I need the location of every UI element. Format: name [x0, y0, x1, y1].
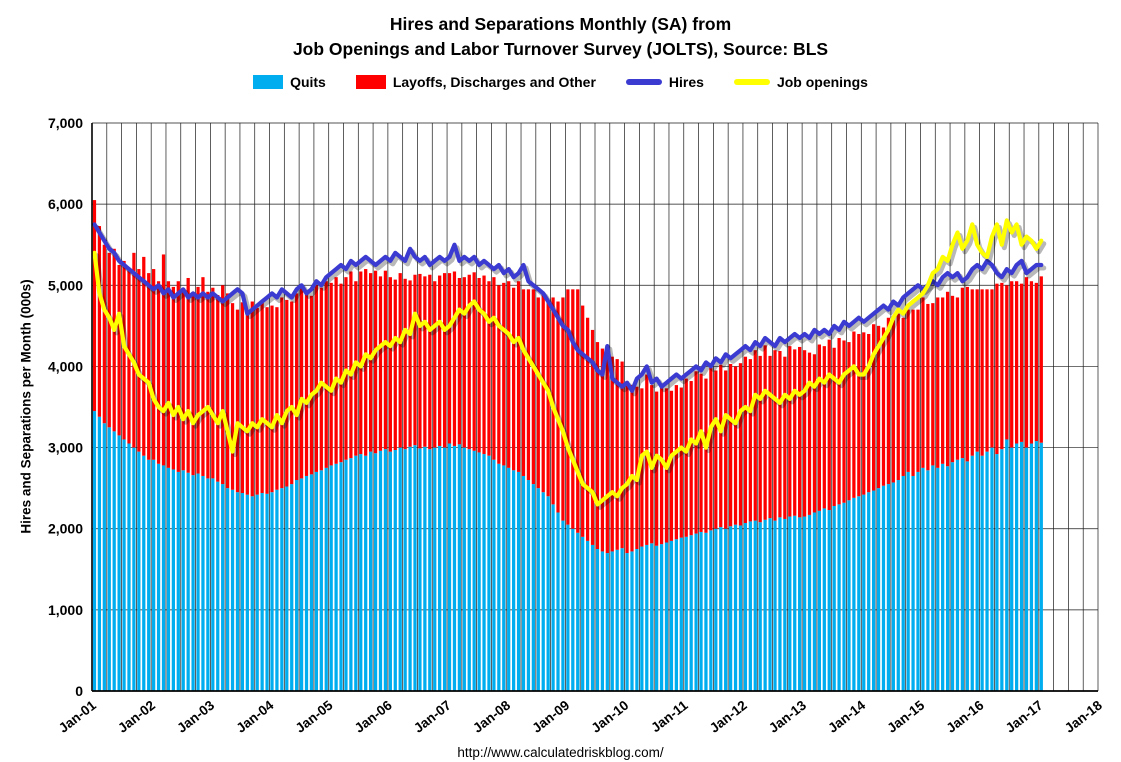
hires-line	[92, 222, 1044, 393]
y-axis-title: Hires and Separations per Month (000s)	[18, 279, 34, 534]
x-tick-label: Jan-08	[470, 697, 513, 735]
x-tick-label: Jan-01	[56, 697, 99, 735]
x-tick-label: Jan-03	[174, 697, 217, 735]
legend: Quits Layoffs, Discharges and Other Hire…	[0, 71, 1121, 93]
x-tick-label: Jan-10	[588, 698, 631, 736]
x-tick-label: Jan-04	[233, 697, 276, 735]
legend-item-layoffs: Layoffs, Discharges and Other	[355, 74, 596, 90]
x-tick-label: Jan-07	[411, 698, 454, 736]
chart-canvas: 0 1,000 2,000 3,000 4,000 5,000 6,000 7,000 Jan-…	[48, 115, 1105, 736]
legend-label-quits: Quits	[290, 74, 326, 90]
y-tick-label: 0	[75, 683, 83, 699]
x-tick-label: Jan-05	[293, 697, 336, 735]
y-tick-label: 5,000	[48, 277, 83, 293]
y-tick-labels: 0 1,000 2,000 3,000 4,000 5,000 6,000 7,000	[48, 115, 83, 699]
y-tick-label: 3,000	[48, 440, 83, 456]
legend-item-openings: Job openings	[733, 74, 868, 90]
quits-swatch	[253, 75, 284, 89]
legend-item-hires: Hires	[625, 74, 704, 90]
openings-swatch	[733, 79, 770, 85]
x-tick-label: Jan-14	[825, 697, 868, 735]
layoffs-bars	[92, 200, 1043, 554]
x-tick-label: Jan-09	[529, 698, 572, 736]
y-tick-label: 4,000	[48, 358, 83, 374]
x-tick-label: Jan-15	[884, 697, 927, 735]
chart-area: Hires and Separations per Month (000s) 0…	[0, 93, 1121, 745]
legend-label-hires: Hires	[668, 74, 704, 90]
x-tick-label: Jan-11	[648, 697, 691, 735]
source-url: http://www.calculatedriskblog.com/	[457, 745, 664, 760]
y-tick-label: 1,000	[48, 602, 83, 618]
x-tick-label: Jan-16	[944, 697, 987, 735]
chart-title-line2: Job Openings and Labor Turnover Survey (…	[292, 39, 829, 59]
y-tick-label: 2,000	[48, 521, 83, 537]
x-tick-label: Jan-17	[1003, 698, 1046, 736]
y-tick-label: 7,000	[48, 115, 83, 131]
openings-line	[92, 218, 1044, 507]
y-tick-label: 6,000	[48, 196, 83, 212]
layoffs-swatch	[355, 75, 386, 89]
x-tick-label: Jan-12	[707, 698, 750, 736]
x-tick-label: Jan-02	[115, 698, 158, 736]
x-tick-labels: Jan-01 Jan-02 Jan-03 Jan-04 Jan-05 Jan-06 Jan-…	[56, 697, 1105, 735]
legend-label-openings: Job openings	[776, 74, 868, 90]
legend-item-quits: Quits	[253, 74, 326, 90]
x-tick-label: Jan-06	[352, 697, 395, 735]
legend-label-layoffs: Layoffs, Discharges and Other	[392, 74, 596, 90]
hires-swatch	[625, 79, 662, 85]
chart-title-line1: Hires and Separations Monthly (SA) from	[389, 14, 732, 34]
quits-bars	[92, 411, 1043, 691]
x-tick-label: Jan-18	[1062, 697, 1105, 735]
x-tick-label: Jan-13	[766, 697, 809, 735]
chart-title: Hires and Separations Monthly (SA) from …	[0, 0, 1121, 62]
gridlines	[91, 122, 1099, 692]
